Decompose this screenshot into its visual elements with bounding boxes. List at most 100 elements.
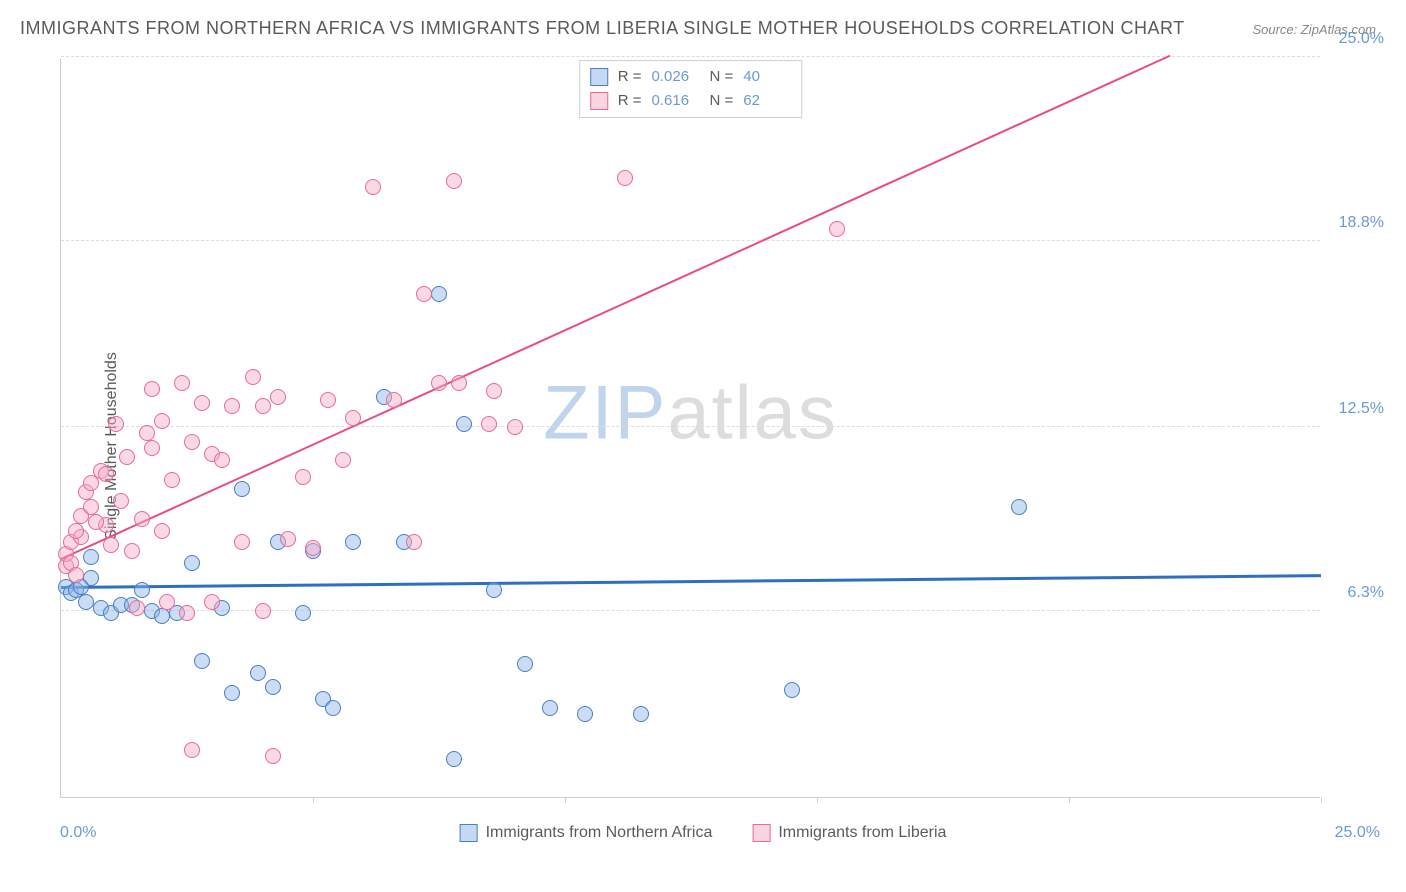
data-point <box>416 286 432 302</box>
y-tick-label: 25.0% <box>1339 30 1384 48</box>
r-value: 0.026 <box>652 65 700 89</box>
legend-swatch <box>590 68 608 86</box>
data-point <box>139 425 155 441</box>
data-point <box>456 416 472 432</box>
data-point <box>829 221 845 237</box>
trend-line <box>61 55 1171 560</box>
r-label: R = <box>618 89 642 113</box>
data-point <box>184 555 200 571</box>
gridline <box>61 56 1320 57</box>
data-point <box>542 700 558 716</box>
data-point <box>68 523 84 539</box>
x-tick <box>817 797 818 803</box>
data-point <box>335 452 351 468</box>
data-point <box>78 594 94 610</box>
data-point <box>305 540 321 556</box>
legend-item: Immigrants from Liberia <box>752 824 946 842</box>
data-point <box>320 392 336 408</box>
data-point <box>124 543 140 559</box>
trend-line <box>61 574 1321 588</box>
legend-swatch <box>752 824 770 842</box>
data-point <box>179 605 195 621</box>
y-tick-label: 18.8% <box>1339 214 1384 232</box>
data-point <box>113 493 129 509</box>
data-point <box>224 398 240 414</box>
gridline <box>61 610 1320 611</box>
r-label: R = <box>618 65 642 89</box>
data-point <box>1011 499 1027 515</box>
data-point <box>108 416 124 432</box>
data-point <box>386 392 402 408</box>
data-point <box>250 665 266 681</box>
legend-label: Immigrants from Liberia <box>778 824 946 842</box>
data-point <box>103 537 119 553</box>
data-point <box>184 434 200 450</box>
x-axis-max-label: 25.0% <box>1335 824 1380 842</box>
data-point <box>265 679 281 695</box>
x-tick <box>1321 797 1322 803</box>
data-point <box>144 440 160 456</box>
legend-swatch <box>590 92 608 110</box>
data-point <box>154 523 170 539</box>
data-point <box>431 375 447 391</box>
data-point <box>280 531 296 547</box>
data-point <box>295 469 311 485</box>
stats-row: R =0.616N =62 <box>590 89 792 113</box>
data-point <box>481 416 497 432</box>
legend-swatch <box>460 824 478 842</box>
x-tick <box>1069 797 1070 803</box>
n-label: N = <box>710 89 734 113</box>
data-point <box>406 534 422 550</box>
data-point <box>451 375 467 391</box>
data-point <box>194 395 210 411</box>
data-point <box>345 534 361 550</box>
gridline <box>61 240 1320 241</box>
data-point <box>88 514 104 530</box>
data-point <box>325 700 341 716</box>
legend-item: Immigrants from Northern Africa <box>460 824 713 842</box>
data-point <box>234 481 250 497</box>
data-point <box>154 608 170 624</box>
data-point <box>174 375 190 391</box>
data-point <box>144 381 160 397</box>
data-point <box>255 603 271 619</box>
data-point <box>507 419 523 435</box>
data-point <box>134 511 150 527</box>
data-point <box>431 286 447 302</box>
stats-row: R = 0.026 N = 40 <box>590 65 792 89</box>
data-point <box>617 170 633 186</box>
n-value: 40 <box>743 65 791 89</box>
data-point <box>517 656 533 672</box>
data-point <box>119 449 135 465</box>
x-axis-min-label: 0.0% <box>60 824 96 842</box>
data-point <box>295 605 311 621</box>
data-point <box>224 685 240 701</box>
legend-label: Immigrants from Northern Africa <box>486 824 713 842</box>
data-point <box>159 594 175 610</box>
data-point <box>83 549 99 565</box>
data-point <box>129 600 145 616</box>
data-point <box>184 742 200 758</box>
n-label: N = <box>710 65 734 89</box>
watermark-zip: ZIP <box>543 370 667 455</box>
n-value: 62 <box>743 89 791 113</box>
data-point <box>255 398 271 414</box>
data-point <box>265 748 281 764</box>
data-point <box>486 383 502 399</box>
x-tick <box>313 797 314 803</box>
data-point <box>270 389 286 405</box>
data-point <box>83 499 99 515</box>
data-point <box>633 706 649 722</box>
data-point <box>577 706 593 722</box>
data-point <box>154 413 170 429</box>
series-legend: Immigrants from Northern Africa Immigrant… <box>460 824 947 842</box>
scatter-chart: ZIPatlas R =0.026N =40R =0.616N =62 6.3%… <box>60 58 1320 798</box>
watermark-atlas: atlas <box>667 370 838 455</box>
data-point <box>345 410 361 426</box>
y-tick-label: 12.5% <box>1339 400 1384 418</box>
data-point <box>784 682 800 698</box>
data-point <box>365 179 381 195</box>
x-tick <box>565 797 566 803</box>
watermark: ZIPatlas <box>543 369 838 456</box>
data-point <box>194 653 210 669</box>
